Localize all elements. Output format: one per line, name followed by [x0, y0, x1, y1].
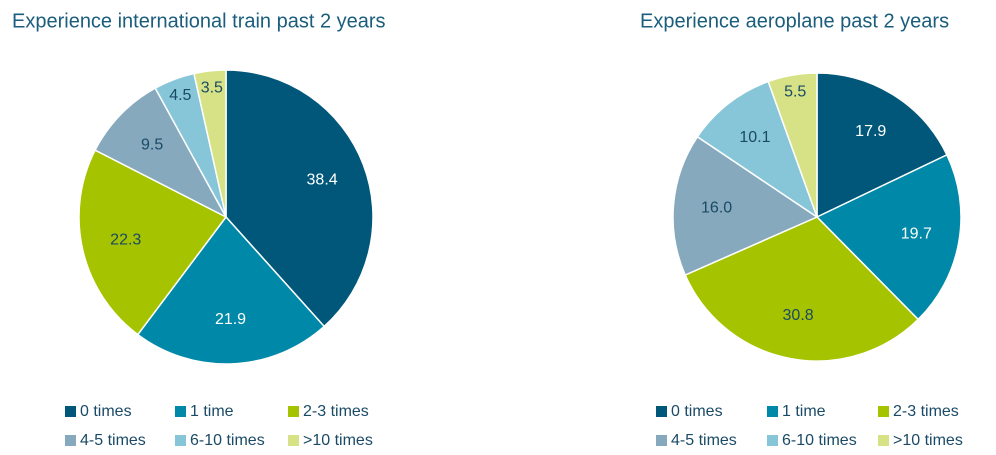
legend-label: 1 time — [190, 403, 234, 420]
legend-label: 4-5 times — [671, 432, 737, 449]
pie-slice — [136, 215, 326, 365]
data-label: 5.5 — [784, 83, 806, 100]
legend-swatch — [65, 435, 76, 446]
pie-slice — [767, 72, 818, 218]
data-label: 19.7 — [901, 226, 932, 243]
pie-slice — [78, 149, 228, 336]
legend-label: 0 times — [671, 403, 723, 420]
legend-label: >10 times — [303, 432, 373, 449]
legend-label: 6-10 times — [190, 432, 265, 449]
legend-label: 4-5 times — [80, 432, 146, 449]
legend-swatch — [656, 406, 667, 417]
chart-title: Experience aeroplane past 2 years — [640, 10, 949, 32]
data-label: 17.9 — [855, 123, 886, 140]
pie-slice — [94, 87, 228, 219]
pie-slice — [193, 69, 227, 218]
chart-title: Experience international train past 2 ye… — [12, 10, 386, 32]
pie-slice — [696, 80, 819, 219]
legend-swatch — [878, 435, 889, 446]
legend-swatch — [288, 435, 299, 446]
legend-swatch — [767, 435, 778, 446]
pie-slice — [816, 72, 948, 219]
data-label: 22.3 — [110, 231, 141, 248]
data-label: 30.8 — [783, 307, 814, 324]
legend-label: 6-10 times — [782, 432, 857, 449]
data-label: 9.5 — [141, 137, 163, 154]
legend-swatch — [288, 406, 299, 417]
legend-label: 2-3 times — [303, 403, 369, 420]
pie-slice — [672, 135, 819, 277]
legend-swatch — [65, 406, 76, 417]
data-label: 3.5 — [201, 80, 223, 97]
legend-label: 2-3 times — [893, 403, 959, 420]
data-label: 4.5 — [169, 87, 191, 104]
pie-slice — [815, 153, 962, 321]
legend-swatch — [175, 435, 186, 446]
data-label: 10.1 — [739, 129, 770, 146]
legend-swatch — [878, 406, 889, 417]
pie-slice — [225, 69, 374, 328]
data-label: 16.0 — [701, 199, 732, 216]
legend-label: 0 times — [80, 403, 132, 420]
data-label: 21.9 — [215, 311, 246, 328]
legend-swatch — [767, 406, 778, 417]
legend-label: 1 time — [782, 403, 826, 420]
legend-label: >10 times — [893, 432, 963, 449]
data-label: 38.4 — [307, 171, 338, 188]
legend-swatch — [656, 435, 667, 446]
legend-swatch — [175, 406, 186, 417]
pie-slice — [684, 216, 920, 362]
